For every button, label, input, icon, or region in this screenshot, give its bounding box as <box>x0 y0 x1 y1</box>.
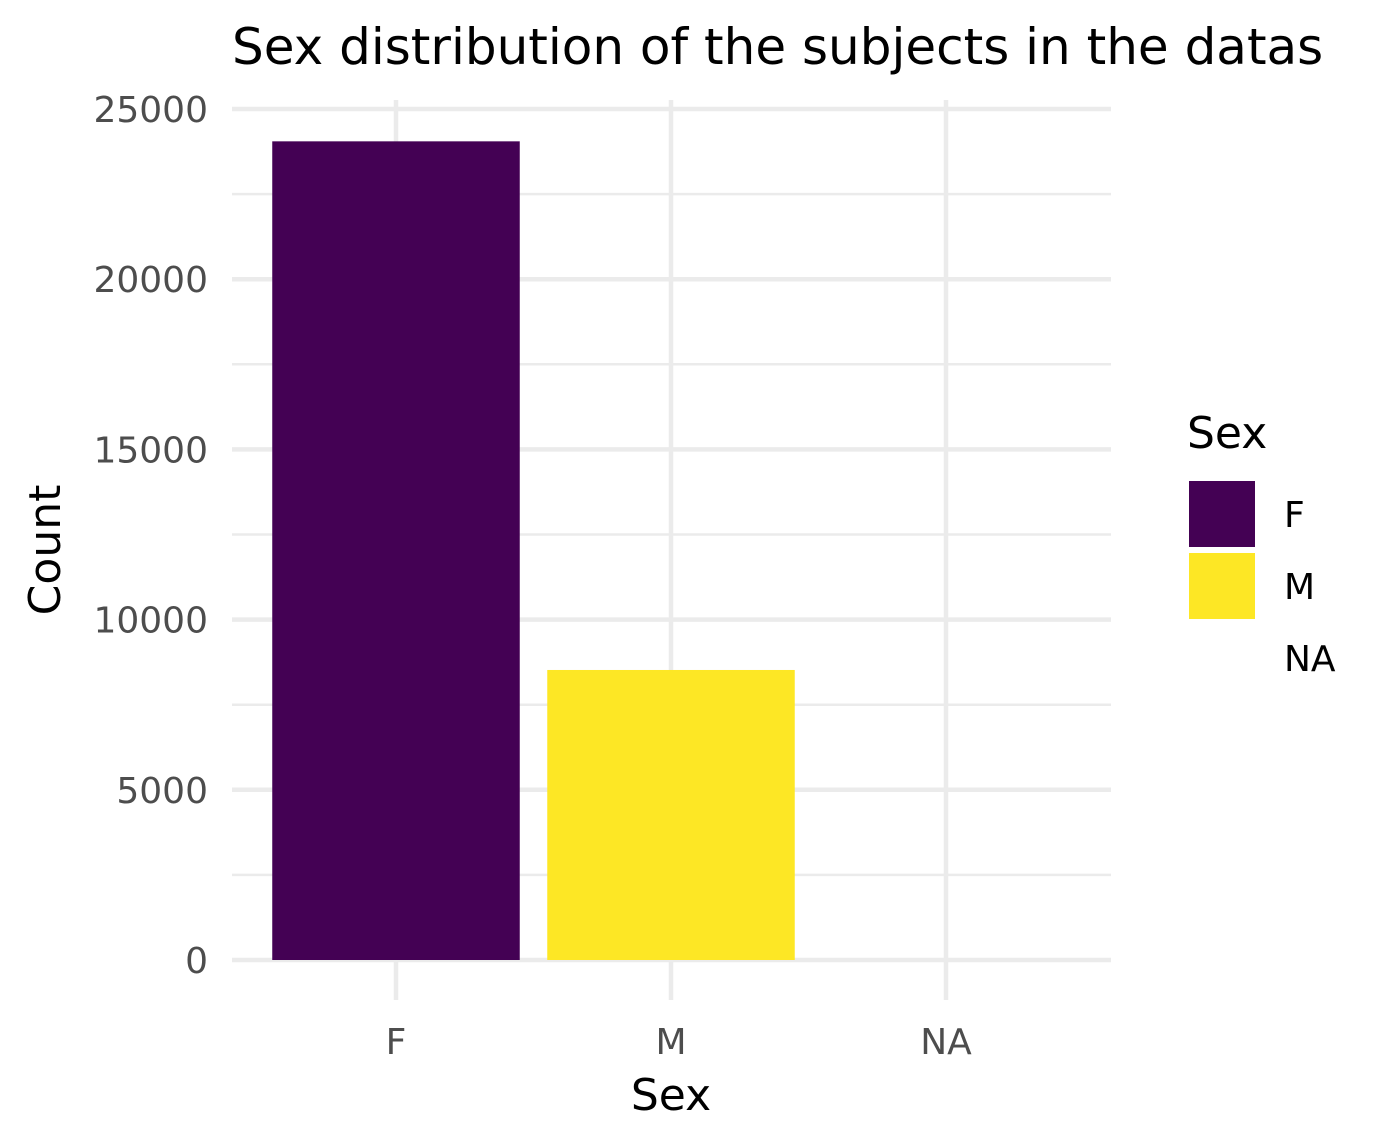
x-tick-label: NA <box>920 1022 972 1063</box>
legend-label: M <box>1284 567 1315 608</box>
y-tick-label: 5000 <box>116 771 208 812</box>
legend-key <box>1189 481 1255 547</box>
y-axis-ticks: 0 5000 10000 15000 20000 25000 <box>93 90 208 982</box>
legend-label: NA <box>1284 639 1336 680</box>
chart-title: Sex distribution of the subjects in the … <box>232 18 1323 76</box>
y-axis-title: Count <box>20 485 71 616</box>
x-tick-label: F <box>386 1022 407 1063</box>
x-tick-label: M <box>655 1022 686 1063</box>
y-tick-label: 15000 <box>93 430 208 471</box>
x-axis-title: Sex <box>631 1070 711 1121</box>
legend-key <box>1189 553 1255 619</box>
legend-label: F <box>1284 495 1305 536</box>
y-tick-label: 25000 <box>93 90 208 131</box>
legend-entries: FM NA <box>1189 481 1336 680</box>
legend-title: Sex <box>1187 408 1267 459</box>
legend: Sex FM NA <box>1187 408 1336 680</box>
y-tick-label: 20000 <box>93 260 208 301</box>
y-tick-label: 10000 <box>93 601 208 642</box>
bar-F <box>272 141 520 960</box>
bars <box>272 141 795 960</box>
bar-M <box>547 669 795 960</box>
y-tick-label: 0 <box>185 941 208 982</box>
x-axis-ticks: F M NA <box>386 1022 973 1063</box>
